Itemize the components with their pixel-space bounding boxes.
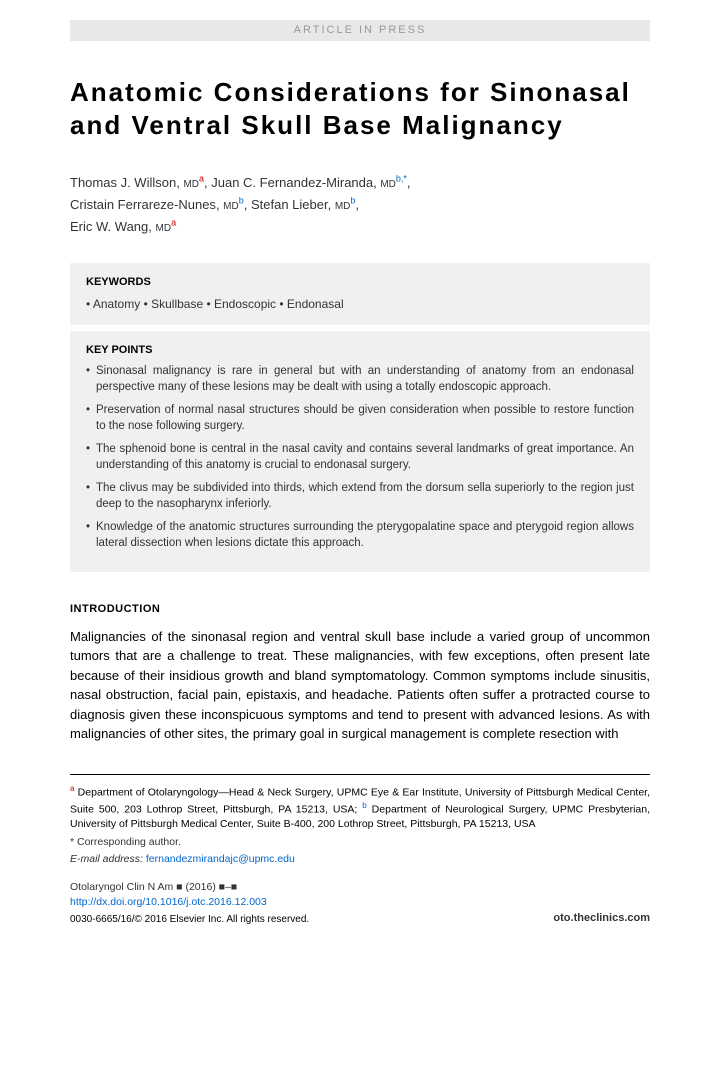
keywords-label: KEYWORDS	[86, 275, 634, 290]
clinics-site: oto.theclinics.com	[553, 911, 650, 926]
corresponding-author: * Corresponding author.	[70, 835, 650, 850]
keywords-text: • Anatomy • Skullbase • Endoscopic • End…	[86, 296, 634, 313]
author-list: Thomas J. Willson, MDa, Juan C. Fernande…	[70, 171, 650, 237]
author: Cristain Ferrareze-Nunes, MDb,	[70, 197, 251, 212]
email-link[interactable]: fernandezmirandajc@upmc.edu	[146, 853, 295, 865]
keypoints-box: KEY POINTS Sinonasal malignancy is rare …	[70, 331, 650, 572]
author: Stefan Lieber, MDb,	[251, 197, 359, 212]
introduction-paragraph: Malignancies of the sinonasal region and…	[70, 627, 650, 744]
keypoints-label: KEY POINTS	[86, 343, 634, 358]
journal-citation: Otolaryngol Clin N Am ■ (2016) ■–■	[70, 880, 309, 895]
article-title: Anatomic Considerations for Sinonasal an…	[70, 76, 650, 141]
author: Eric W. Wang, MDa	[70, 219, 176, 234]
author: Juan C. Fernandez-Miranda, MDb,*,	[211, 175, 410, 190]
keypoint-item: The clivus may be subdivided into thirds…	[86, 481, 634, 512]
email-line: E-mail address: fernandezmirandajc@upmc.…	[70, 852, 650, 867]
keypoint-item: Preservation of normal nasal structures …	[86, 403, 634, 434]
footer-row: Otolaryngol Clin N Am ■ (2016) ■–■ http:…	[70, 880, 650, 926]
keypoints-list: Sinonasal malignancy is rare in general …	[86, 364, 634, 551]
copyright-text: 0030-6665/16/© 2016 Elsevier Inc. All ri…	[70, 913, 309, 927]
introduction-heading: INTRODUCTION	[70, 602, 650, 617]
affiliations: a Department of Otolaryngology—Head & Ne…	[70, 783, 650, 832]
keypoint-item: Knowledge of the anatomic structures sur…	[86, 520, 634, 551]
keywords-box: KEYWORDS • Anatomy • Skullbase • Endosco…	[70, 263, 650, 325]
email-label: E-mail address:	[70, 853, 146, 865]
article-in-press-banner: ARTICLE IN PRESS	[70, 20, 650, 41]
keypoint-item: Sinonasal malignancy is rare in general …	[86, 364, 634, 395]
doi-link[interactable]: http://dx.doi.org/10.1016/j.otc.2016.12.…	[70, 896, 267, 908]
keypoint-item: The sphenoid bone is central in the nasa…	[86, 442, 634, 473]
footer-left: Otolaryngol Clin N Am ■ (2016) ■–■ http:…	[70, 880, 309, 926]
author: Thomas J. Willson, MDa,	[70, 175, 211, 190]
footnote-rule	[70, 774, 650, 775]
